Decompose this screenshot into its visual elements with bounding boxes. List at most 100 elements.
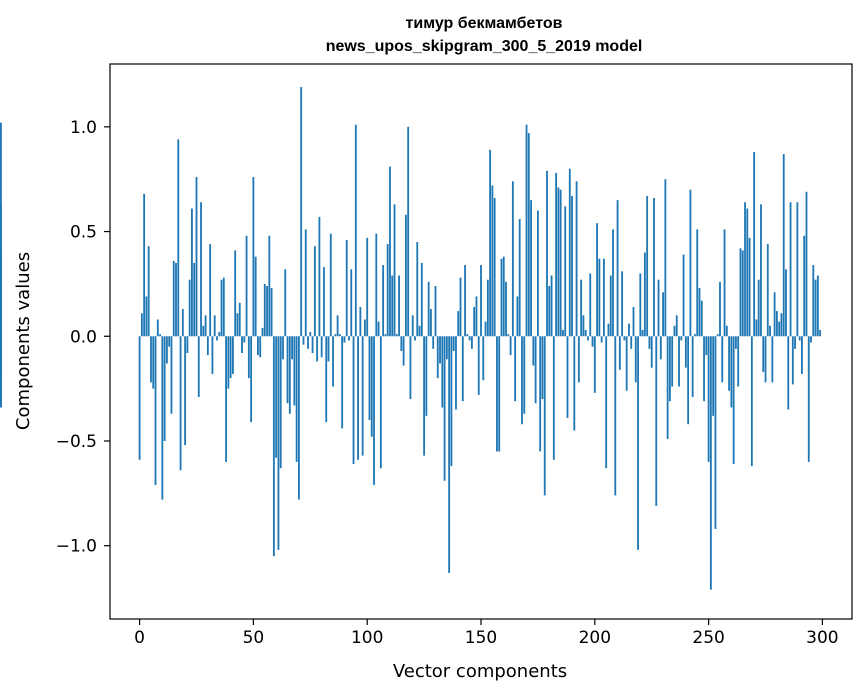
bar (241, 336, 243, 354)
x-axis-ticks: 0 50 100 150 200 250 300 (134, 619, 839, 648)
bar (709, 336, 712, 590)
bar (152, 336, 155, 389)
bar (232, 336, 234, 374)
bar (288, 336, 291, 414)
bar (279, 336, 282, 469)
bar (138, 336, 141, 460)
x-tick-label: 150 (465, 628, 497, 648)
y-axis-ticks: −1.0 −0.5 0.0 0.5 1.0 (56, 118, 110, 557)
bar (0, 336, 2, 408)
bar (623, 336, 626, 341)
bar (732, 336, 735, 465)
bar (614, 336, 617, 496)
bar (234, 250, 237, 337)
bar (391, 275, 394, 337)
bar (366, 237, 369, 337)
bar (593, 336, 596, 393)
bar (678, 336, 680, 387)
bar (436, 336, 439, 379)
bar (238, 302, 241, 337)
bar (532, 336, 535, 366)
bar (536, 210, 539, 337)
bar (641, 329, 644, 337)
bar (441, 336, 444, 408)
bar (193, 262, 196, 337)
x-tick-label: 100 (351, 628, 383, 648)
bar (555, 172, 558, 337)
bar (671, 336, 674, 387)
bar (154, 336, 157, 485)
bar (514, 336, 517, 402)
bar (491, 185, 494, 337)
bar (448, 336, 451, 573)
bar (484, 321, 487, 337)
bar (669, 336, 671, 402)
bar (184, 336, 187, 446)
bar (432, 336, 435, 349)
bar (691, 336, 694, 397)
bar (464, 265, 466, 337)
bar (236, 313, 239, 337)
bar (145, 296, 148, 337)
bar (179, 336, 182, 471)
bar (628, 323, 630, 337)
bar (395, 334, 398, 337)
bar (511, 181, 514, 337)
bar (418, 325, 421, 337)
bar (541, 336, 544, 400)
bar (562, 329, 564, 337)
bar (188, 279, 191, 337)
bar (573, 336, 576, 431)
bar (769, 325, 771, 337)
bar (218, 332, 221, 337)
bar (577, 336, 580, 383)
bar (803, 235, 806, 337)
bar (206, 336, 209, 356)
bar (600, 336, 603, 343)
bar (468, 336, 471, 341)
bar (318, 216, 321, 337)
bar (165, 336, 168, 364)
bar (653, 198, 655, 337)
bar (575, 181, 578, 337)
bar (566, 336, 569, 418)
bar (195, 177, 198, 337)
bar (327, 336, 330, 362)
bar (323, 267, 325, 337)
bar (816, 275, 819, 337)
bar (723, 229, 726, 337)
bar (361, 336, 364, 456)
bar (243, 336, 246, 343)
bar (423, 336, 426, 456)
bar (270, 288, 273, 337)
bar (584, 329, 587, 337)
chart-title: тимур бекмамбетов (406, 15, 563, 32)
bar (612, 229, 614, 337)
bar (263, 283, 266, 337)
bar (477, 336, 480, 395)
bar (744, 202, 746, 337)
bar (730, 336, 733, 408)
bar (341, 336, 344, 429)
bar (507, 334, 510, 337)
bar (222, 277, 225, 337)
bar (313, 246, 316, 337)
bar (548, 286, 551, 337)
bar (298, 336, 300, 500)
bar (696, 229, 699, 337)
bar (268, 235, 271, 337)
bar (466, 334, 469, 337)
bar (589, 273, 592, 337)
bar (163, 336, 166, 441)
bar (527, 133, 530, 337)
bar (0, 246, 2, 337)
bar (329, 233, 332, 337)
bar (707, 336, 710, 462)
bar (197, 336, 200, 397)
bar-series (0, 87, 822, 590)
bar (427, 281, 430, 337)
bar (552, 336, 555, 460)
bar (336, 315, 339, 337)
bar (787, 336, 790, 410)
x-tick-label: 250 (692, 628, 724, 648)
